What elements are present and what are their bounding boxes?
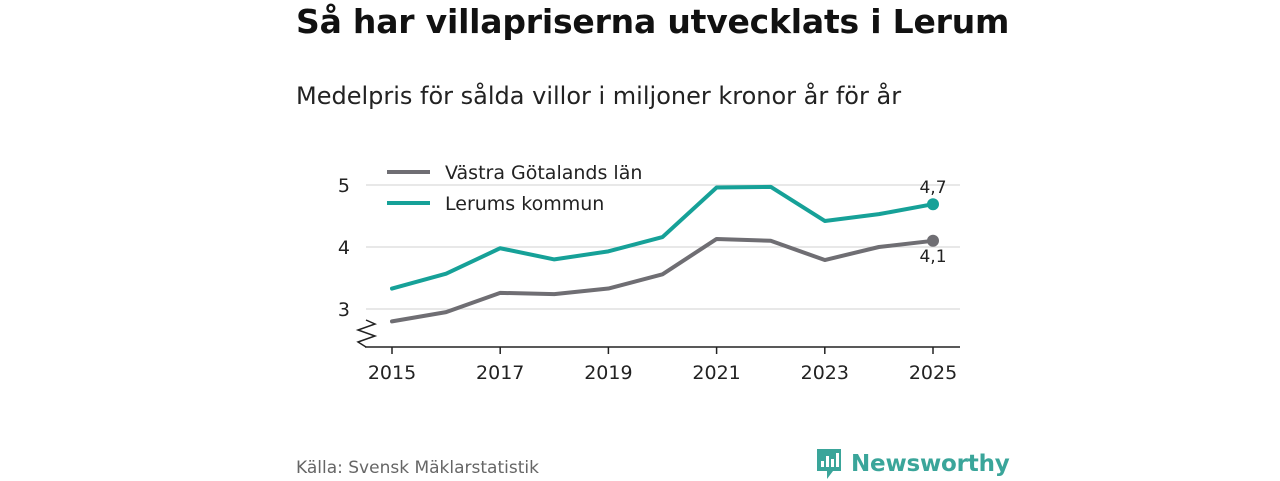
series-end-marker: [927, 198, 939, 211]
x-tick-label: 2019: [584, 362, 632, 384]
data-label: 4,7: [919, 178, 946, 198]
chart-subtitle: Medelpris för sålda villor i miljoner kr…: [296, 82, 902, 110]
y-tick-labels: 3 4 5: [338, 175, 350, 321]
legend-label: Västra Götalands län: [445, 162, 642, 184]
chart-title: Så har villapriserna utvecklats i Lerum: [296, 2, 1010, 41]
x-tick-label: 2015: [368, 362, 416, 384]
x-tick-labels: 2015 2017 2019 2021 2023 2025: [368, 347, 957, 384]
line-chart: 3 4 5 2015 2017 2019 2021 2023 2025 4,1 4,7 Väst…: [338, 162, 960, 384]
x-tick-label: 2021: [692, 362, 740, 384]
x-tick-label: 2017: [476, 362, 524, 384]
x-tick-label: 2025: [909, 362, 957, 384]
data-label: 4,1: [919, 247, 946, 267]
y-tick-label: 4: [338, 237, 350, 259]
brand-name: Newsworthy: [851, 451, 1010, 477]
series-end-marker: [927, 234, 939, 247]
y-tick-label: 3: [338, 299, 350, 321]
series-line-lerum: [390, 184, 935, 291]
series-lines: 4,1 4,7: [390, 178, 947, 324]
brand-logo: Newsworthy: [815, 447, 1010, 481]
y-tick-label: 5: [338, 175, 350, 197]
legend: Västra Götalands län Lerums kommun: [387, 162, 642, 215]
gridlines: [366, 184, 960, 310]
newsworthy-logo-icon: [817, 449, 841, 479]
axis-break-icon: [355, 319, 378, 348]
series-line-vastra-gotaland: [390, 236, 935, 324]
x-axis: [355, 319, 960, 348]
source-note: Källa: Svensk Mäklarstatistik: [296, 458, 539, 478]
legend-label: Lerums kommun: [445, 193, 604, 215]
x-tick-label: 2023: [801, 362, 849, 384]
